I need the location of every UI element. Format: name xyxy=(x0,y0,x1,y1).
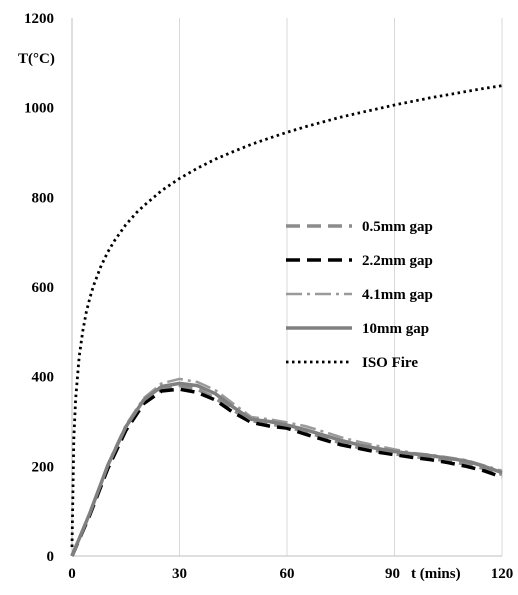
series-line-4-1mm-gap xyxy=(70,377,503,557)
legend-label-iso-fire: ISO Fire xyxy=(362,355,418,371)
grid xyxy=(179,18,503,556)
series-line-iso-fire xyxy=(70,84,503,548)
y-tick-label-1000: 1000 xyxy=(24,101,54,117)
axes xyxy=(71,18,502,557)
y-tick-label-200: 200 xyxy=(32,459,55,475)
legend-label-0-5mm-gap: 0.5mm gap xyxy=(362,219,433,235)
legend: 0.5mm gap 2.2mm gap 4.1mm gap 10mm gap ISO F… xyxy=(286,219,433,371)
y-tick-label-800: 800 xyxy=(32,190,55,206)
legend-label-2-2mm-gap: 2.2mm gap xyxy=(362,253,433,269)
y-axis-label: T(°C) xyxy=(18,51,55,67)
x-tick-label-120: 120 xyxy=(491,566,514,582)
x-axis-label: t (mins) xyxy=(411,566,461,582)
series-line-2-2mm-gap xyxy=(70,387,503,557)
series-layer xyxy=(70,84,503,557)
y-tick-label-600: 600 xyxy=(32,280,55,296)
x-tick-label-0: 0 xyxy=(68,566,76,582)
x-tick-label-60: 60 xyxy=(280,566,295,582)
legend-label-4-1mm-gap: 4.1mm gap xyxy=(362,287,433,303)
legend-label-10mm-gap: 10mm gap xyxy=(362,321,429,337)
series-line-10mm-gap xyxy=(70,381,503,557)
y-tick-label-1200: 1200 xyxy=(24,11,54,27)
x-tick-label-30: 30 xyxy=(172,566,187,582)
y-tick-label-400: 400 xyxy=(32,370,55,386)
y-tick-label-0: 0 xyxy=(47,549,55,565)
x-tick-label-90: 90 xyxy=(385,566,400,582)
tick-labels: 0 200 400 600 800 1000 1200 0 30 60 90 120 xyxy=(24,11,513,582)
